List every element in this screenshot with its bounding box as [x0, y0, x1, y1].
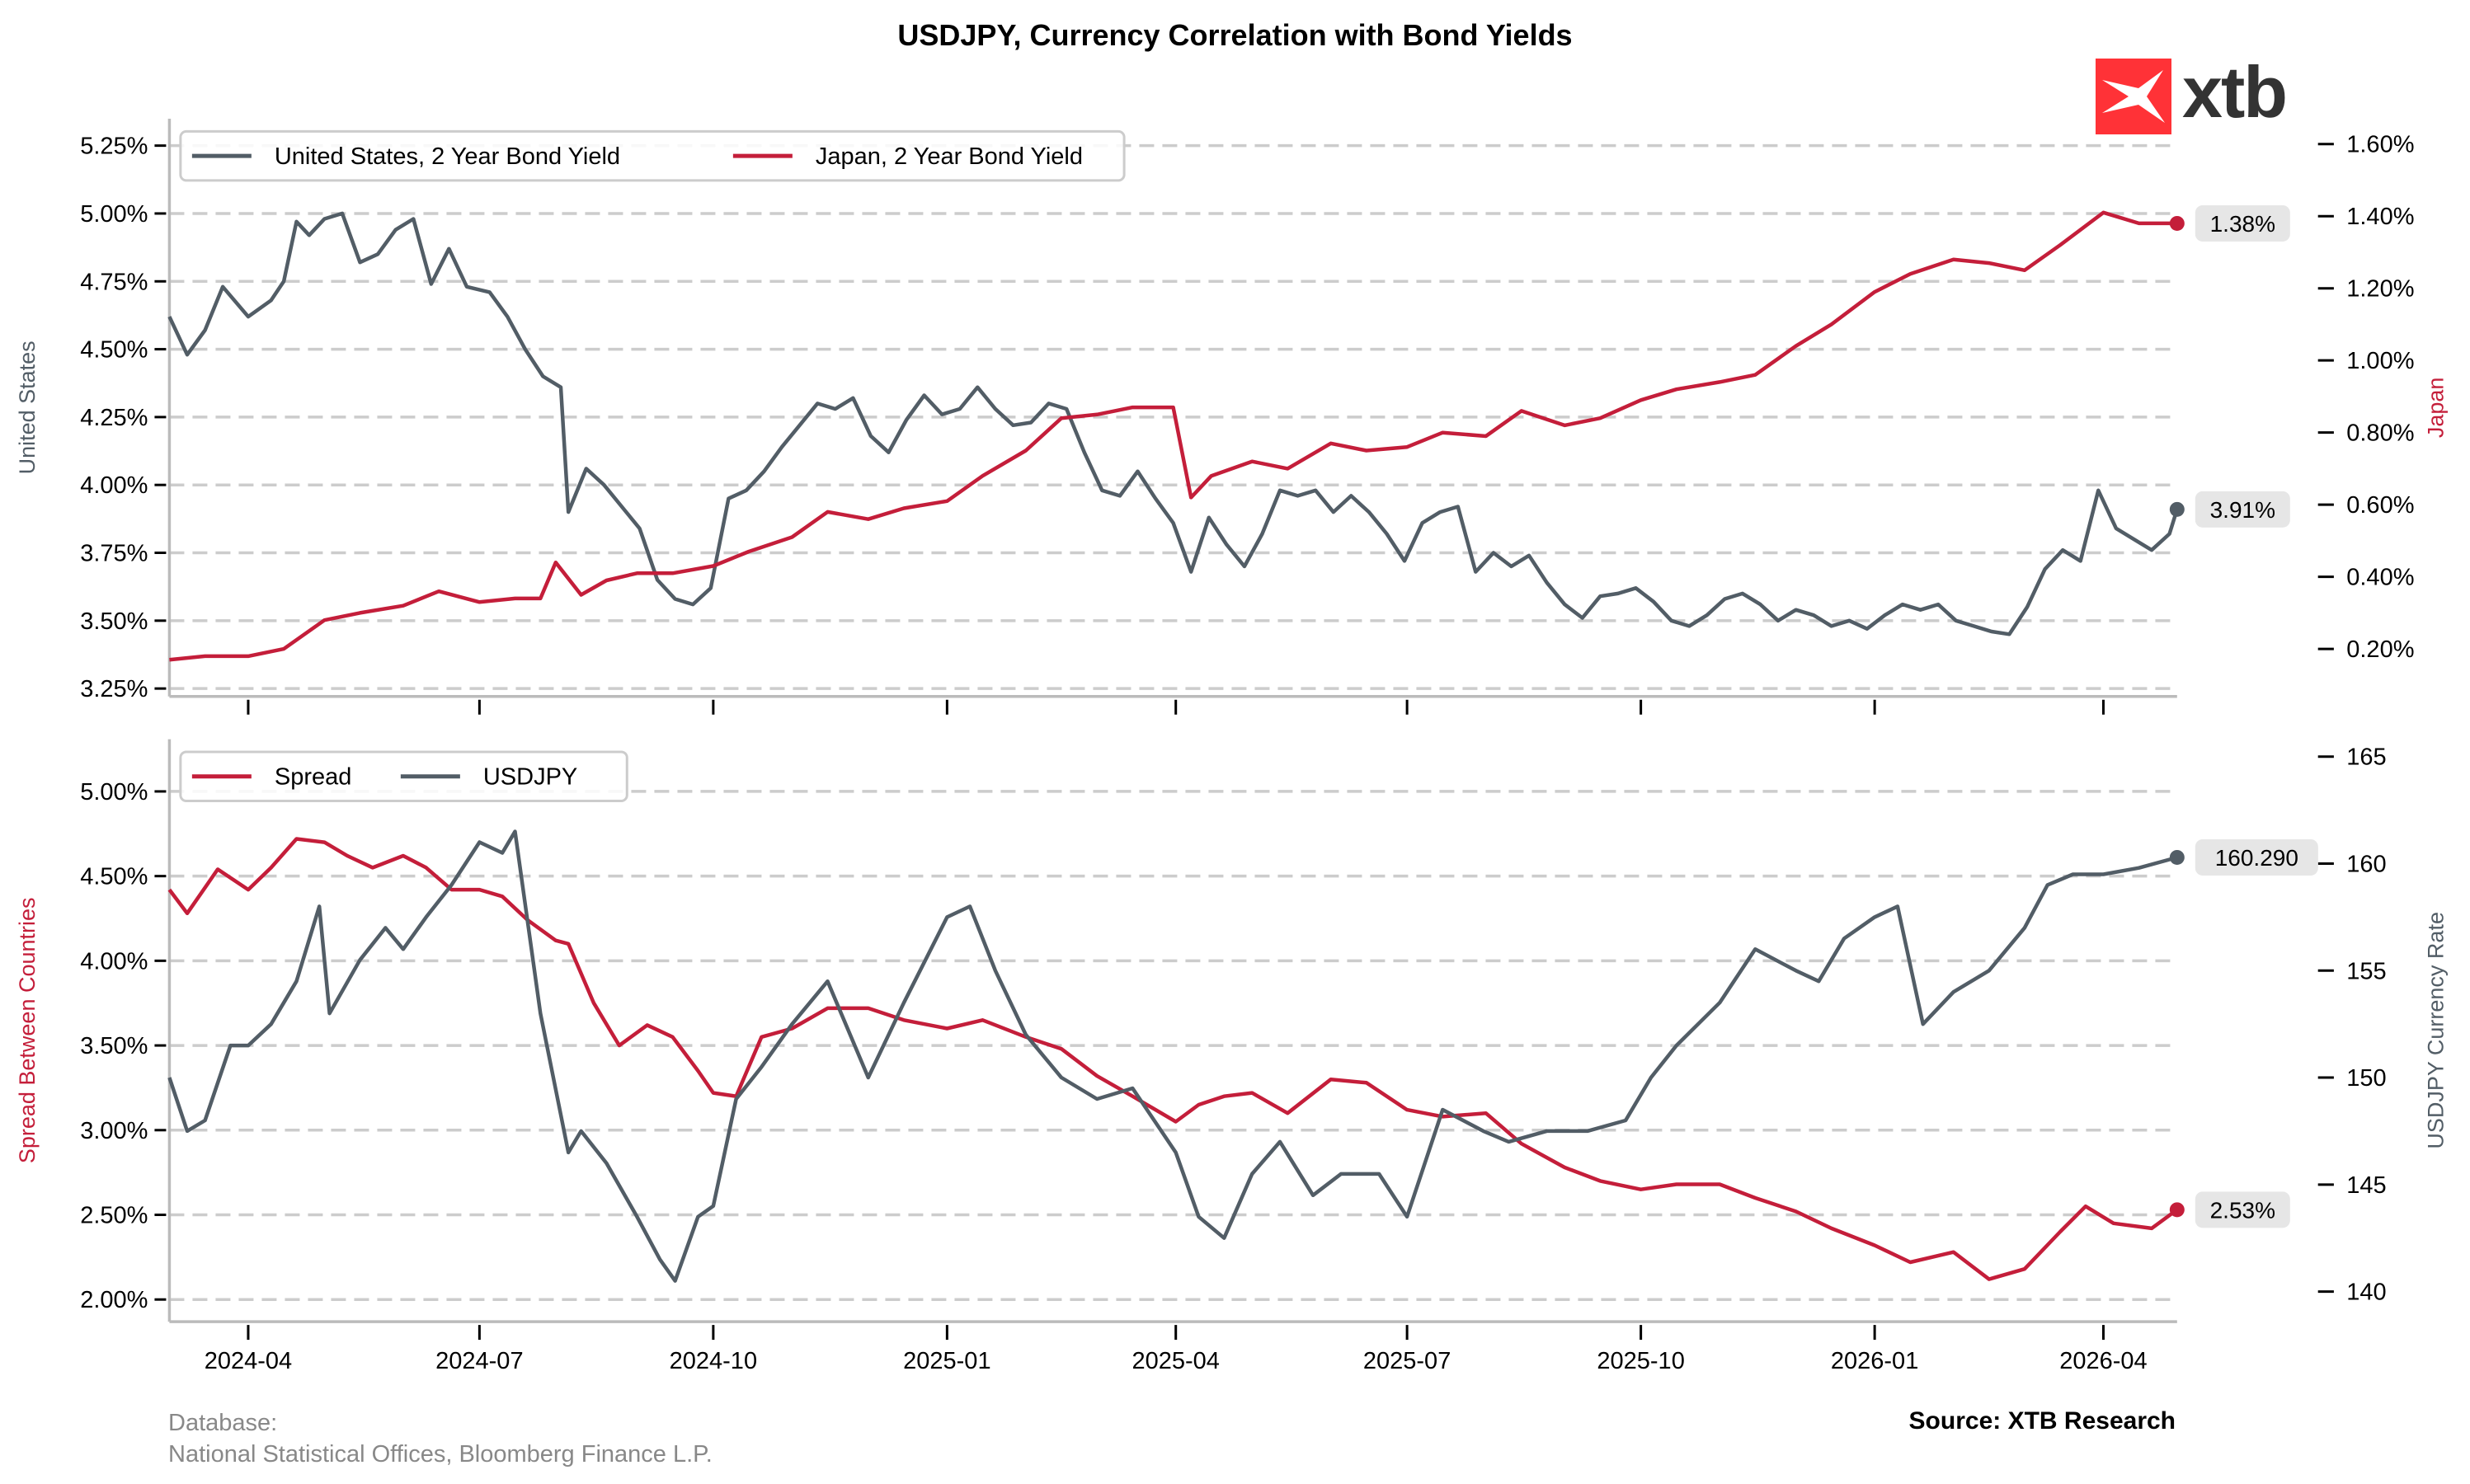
- legend-label: USDJPY: [483, 764, 577, 791]
- y-tick-label-left: 3.50%: [80, 1033, 148, 1059]
- y-tick-label-right: 0.60%: [2346, 492, 2414, 519]
- chart-panel-2: 2.00% 2.50% 3.00% 3.50% 4.00% 4.50% 5.00% 140 14…: [15, 739, 2448, 1374]
- y-tick-label-left: 3.50%: [80, 608, 148, 635]
- x-tick-label: 2024-07: [435, 1348, 523, 1374]
- database-label: Database:: [168, 1410, 278, 1436]
- x-tick-label: 2025-01: [903, 1348, 990, 1374]
- last-value-label: 3.91%: [2210, 497, 2275, 523]
- y-tick-label-left: 5.25%: [80, 134, 148, 160]
- legend: [179, 129, 1126, 182]
- y-tick-label-right: 160: [2346, 851, 2386, 877]
- database-note: Database: National Statistical Offices, …: [168, 1407, 713, 1470]
- x-tick-label: 2025-04: [1131, 1348, 1219, 1374]
- y-tick-label-right: 1.20%: [2346, 276, 2414, 303]
- legend-label: Japan, 2 Year Bond Yield: [816, 143, 1083, 170]
- last-value-badge: [2195, 204, 2290, 242]
- source-note: Source: XTB Research: [1908, 1407, 2176, 1435]
- last-value-badge: [2195, 491, 2290, 528]
- last-value-label: 1.38%: [2210, 211, 2275, 237]
- x-tick-label: 2025-07: [1363, 1348, 1451, 1374]
- y-tick-label-right: 0.80%: [2346, 420, 2414, 447]
- x-tick-label: 2025-10: [1597, 1348, 1684, 1374]
- series-line-japan-2-year-bond-yield: [169, 210, 2177, 662]
- y-tick-label-left: 3.75%: [80, 541, 148, 567]
- last-value-label: 2.53%: [2210, 1197, 2275, 1223]
- series-line-spread: [167, 837, 2179, 1281]
- last-value-badge: [2195, 1191, 2290, 1228]
- last-value-marker: [2169, 849, 2185, 865]
- logo-text: xtb: [2182, 51, 2288, 133]
- database-sources: National Statistical Offices, Bloomberg …: [168, 1441, 713, 1468]
- y-tick-label-right: 145: [2346, 1172, 2386, 1199]
- y-tick-label-left: 3.00%: [80, 1118, 148, 1144]
- y-tick-label-left: 4.75%: [80, 269, 148, 295]
- y-tick-label-right: 1.60%: [2346, 132, 2414, 158]
- y-tick-label-left: 5.00%: [80, 201, 148, 228]
- last-value-badge: [2195, 838, 2318, 876]
- xtb-logo: xtb: [2096, 51, 2288, 135]
- xtb-x-icon: [2096, 59, 2171, 134]
- y-tick-label-left: 2.00%: [80, 1287, 148, 1313]
- x-tick-label: 2024-04: [205, 1348, 292, 1374]
- y-tick-label-left: 4.50%: [80, 337, 148, 364]
- series-line-usdjpy: [167, 829, 2178, 1283]
- y-tick-label-left: 3.25%: [80, 676, 148, 702]
- y-tick-label-left: 4.25%: [80, 405, 148, 431]
- chart-panel-1: 3.25% 3.50% 3.75% 4.00% 4.25% 4.50% 4.75% 5.00%…: [15, 118, 2448, 715]
- y-tick-label-right: 1.40%: [2346, 204, 2414, 230]
- y-tick-label-right: 155: [2346, 958, 2386, 984]
- series-line-united-states-2-year-bond-yield: [167, 211, 2179, 636]
- y-tick-label-left: 4.00%: [80, 948, 148, 974]
- legend-label: United States, 2 Year Bond Yield: [275, 143, 620, 170]
- y-tick-label-right: 1.00%: [2346, 348, 2414, 374]
- legend-label: Spread: [275, 764, 352, 791]
- y-axis-label-right: USDJPY Currency Rate: [2423, 912, 2448, 1149]
- chart-title: USDJPY, Currency Correlation with Bond Y…: [897, 18, 1573, 52]
- y-tick-label-right: 0.20%: [2346, 636, 2414, 663]
- y-tick-label-right: 0.40%: [2346, 565, 2414, 591]
- last-value-label: 160.290: [2215, 845, 2298, 871]
- x-tick-label: 2026-01: [1831, 1348, 1918, 1374]
- x-tick-label: 2024-10: [670, 1348, 757, 1374]
- y-tick-label-left: 4.00%: [80, 472, 148, 499]
- last-value-marker: [2169, 1202, 2185, 1218]
- y-tick-label-left: 2.50%: [80, 1203, 148, 1229]
- y-axis-label-left: Spread Between Countries: [15, 897, 40, 1163]
- last-value-marker: [2169, 501, 2185, 517]
- y-tick-label-right: 165: [2346, 744, 2386, 771]
- y-tick-label-left: 4.50%: [80, 864, 148, 890]
- y-tick-label-left: 5.00%: [80, 779, 148, 805]
- last-value-marker: [2169, 215, 2185, 231]
- y-axis-label-left: United States: [15, 340, 40, 474]
- x-tick-label: 2026-04: [2059, 1348, 2147, 1374]
- y-tick-label-right: 150: [2346, 1065, 2386, 1092]
- y-axis-label-right: Japan: [2423, 378, 2448, 439]
- y-tick-label-right: 140: [2346, 1280, 2386, 1306]
